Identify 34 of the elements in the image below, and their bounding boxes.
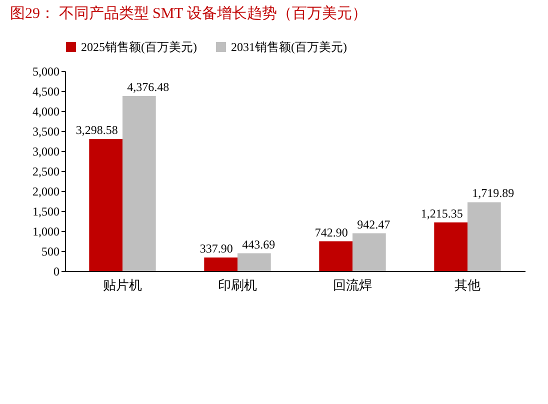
bar	[122, 96, 156, 271]
bar	[89, 139, 122, 271]
y-tick-label: 0	[54, 264, 60, 278]
data-label: 742.90	[314, 225, 348, 240]
data-label: 942.47	[357, 217, 390, 232]
legend-label: 2025销售额(百万美元)	[81, 40, 197, 54]
y-tick-label: 3,000	[32, 144, 60, 158]
y-tick-label: 1,000	[32, 224, 60, 238]
data-label: 1,215.35	[420, 206, 463, 220]
chart-title: 图29： 不同产品类型 SMT 设备增长趋势（百万美元）	[10, 5, 367, 22]
y-tick-label: 1,500	[32, 204, 60, 218]
bar	[352, 233, 386, 271]
bar	[319, 241, 352, 271]
x-tick-label: 回流焊	[333, 278, 372, 292]
legend-label: 2031销售额(百万美元)	[231, 40, 347, 54]
y-tick-label: 3,500	[32, 124, 60, 138]
data-label: 3,298.58	[76, 123, 118, 138]
y-tick-label: 4,000	[32, 104, 60, 118]
y-tick-label: 500	[42, 244, 60, 258]
data-label: 4,376.48	[127, 80, 170, 94]
y-tick-label: 2,000	[32, 184, 60, 198]
x-tick-label: 贴片机	[103, 278, 142, 292]
x-tick-label: 印刷机	[218, 278, 257, 292]
data-label: 443.69	[242, 237, 276, 252]
y-tick-label: 5,000	[32, 64, 60, 78]
bar	[204, 257, 238, 271]
y-tick-label: 2,500	[32, 164, 60, 178]
y-tick-label: 4,500	[32, 84, 60, 98]
data-label: 337.90	[200, 241, 233, 256]
x-tick-label: 其他	[454, 278, 480, 292]
bar	[468, 202, 501, 271]
bar	[238, 253, 271, 271]
bar	[434, 222, 468, 271]
data-label: 1,719.89	[472, 186, 514, 200]
